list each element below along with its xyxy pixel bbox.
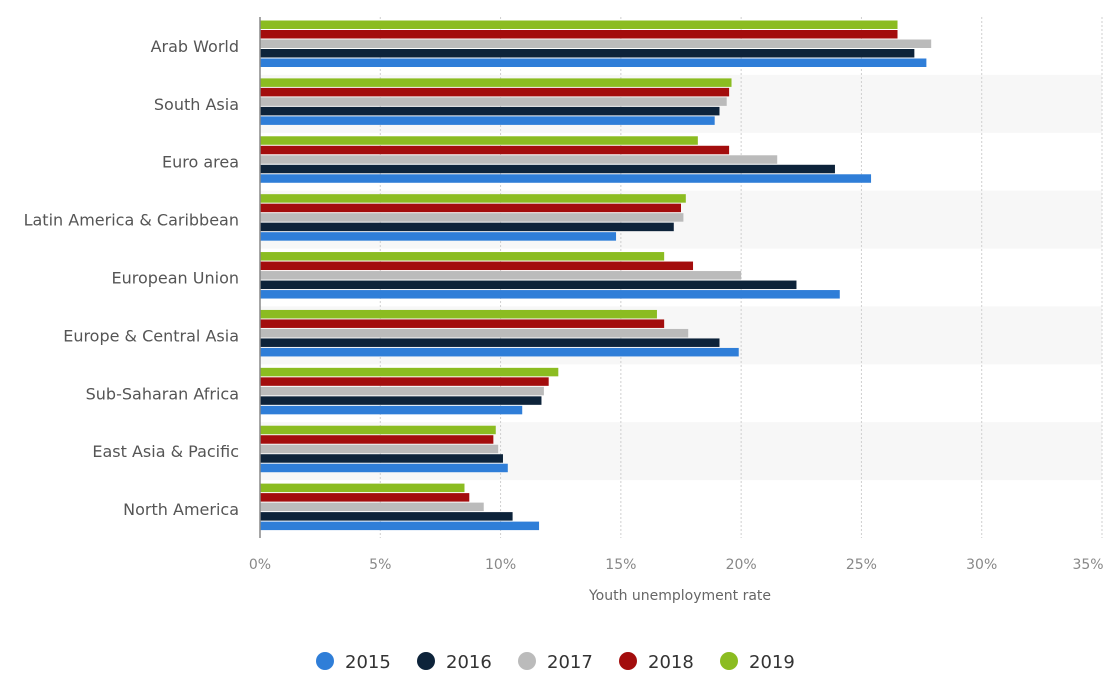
bar-2016[interactable] bbox=[260, 454, 503, 463]
legend-marker bbox=[316, 652, 334, 670]
bar-2016[interactable] bbox=[260, 106, 720, 116]
category-label: Euro area bbox=[162, 153, 239, 172]
bar-2017[interactable] bbox=[260, 328, 689, 338]
x-tick-label: 0% bbox=[249, 557, 271, 573]
legend-marker bbox=[518, 652, 536, 670]
legend-item-2016[interactable]: 2016 bbox=[417, 652, 492, 673]
x-tick-labels: 0% 5% 10% 15% 20% 25% 30% 35% bbox=[249, 557, 1104, 573]
bar-2018[interactable] bbox=[260, 377, 549, 386]
bar-2018[interactable] bbox=[260, 493, 470, 502]
bar-2019[interactable] bbox=[260, 367, 559, 377]
bar-2018[interactable] bbox=[260, 30, 898, 39]
bar-2017[interactable] bbox=[260, 213, 684, 222]
bar-2017[interactable] bbox=[260, 39, 932, 49]
bar-2017[interactable] bbox=[260, 155, 778, 164]
x-tick-label: 15% bbox=[605, 557, 636, 573]
bar-2019[interactable] bbox=[260, 136, 698, 145]
bar-2015[interactable] bbox=[260, 405, 523, 415]
legend-item-2019[interactable]: 2019 bbox=[720, 652, 795, 673]
bar-2016[interactable] bbox=[260, 280, 797, 290]
x-tick-label: 35% bbox=[1072, 557, 1103, 573]
bar-2016[interactable] bbox=[260, 396, 542, 405]
x-axis-title: Youth unemployment rate bbox=[588, 588, 771, 604]
bar-2019[interactable] bbox=[260, 252, 665, 261]
legend[interactable]: 2015 2016 2017 2018 2019 bbox=[316, 652, 795, 673]
x-tick-label: 10% bbox=[485, 557, 516, 573]
legend-label: 2019 bbox=[749, 652, 795, 673]
legend-marker bbox=[619, 652, 637, 670]
legend-label: 2017 bbox=[547, 652, 593, 673]
category-label: Arab World bbox=[151, 37, 239, 56]
bar-2015[interactable] bbox=[260, 116, 715, 125]
bar-2017[interactable] bbox=[260, 97, 727, 106]
legend-marker bbox=[417, 652, 435, 670]
bar-2019[interactable] bbox=[260, 194, 686, 203]
bar-2016[interactable] bbox=[260, 49, 915, 58]
category-label: European Union bbox=[111, 269, 239, 288]
bar-2018[interactable] bbox=[260, 319, 665, 328]
bar-2018[interactable] bbox=[260, 145, 730, 155]
bar-2018[interactable] bbox=[260, 435, 494, 444]
bar-2016[interactable] bbox=[260, 222, 674, 232]
bar-2015[interactable] bbox=[260, 521, 540, 531]
legend-label: 2018 bbox=[648, 652, 694, 673]
bar-2015[interactable] bbox=[260, 58, 927, 68]
bar-2017[interactable] bbox=[260, 502, 484, 512]
bar-2015[interactable] bbox=[260, 347, 739, 357]
bar-2019[interactable] bbox=[260, 483, 465, 493]
category-label: Latin America & Caribbean bbox=[24, 211, 239, 230]
bar-2019[interactable] bbox=[260, 20, 898, 30]
bar-2016[interactable] bbox=[260, 512, 513, 521]
x-tick-label: 5% bbox=[369, 557, 391, 573]
legend-item-2015[interactable]: 2015 bbox=[316, 652, 391, 673]
category-label: Europe & Central Asia bbox=[63, 326, 239, 345]
bar-2017[interactable] bbox=[260, 271, 742, 280]
bar-2018[interactable] bbox=[260, 261, 694, 271]
x-tick-label: 30% bbox=[966, 557, 997, 573]
legend-label: 2016 bbox=[446, 652, 492, 673]
category-label: North America bbox=[123, 500, 239, 519]
bar-2015[interactable] bbox=[260, 290, 840, 299]
bar-2018[interactable] bbox=[260, 87, 730, 97]
category-label: South Asia bbox=[154, 95, 239, 114]
x-tick-label: 25% bbox=[846, 557, 877, 573]
legend-label: 2015 bbox=[345, 652, 391, 673]
bar-2015[interactable] bbox=[260, 232, 617, 241]
bars bbox=[260, 20, 932, 531]
legend-item-2017[interactable]: 2017 bbox=[518, 652, 593, 673]
category-label: Sub-Saharan Africa bbox=[86, 384, 239, 403]
bar-2015[interactable] bbox=[260, 174, 872, 183]
bar-2015[interactable] bbox=[260, 463, 508, 473]
bar-2018[interactable] bbox=[260, 203, 681, 213]
bar-2017[interactable] bbox=[260, 386, 544, 396]
legend-item-2018[interactable]: 2018 bbox=[619, 652, 694, 673]
category-label: East Asia & Pacific bbox=[92, 442, 239, 461]
bar-2019[interactable] bbox=[260, 78, 732, 87]
x-tick-label: 20% bbox=[726, 557, 757, 573]
bar-2019[interactable] bbox=[260, 309, 657, 319]
bar-2016[interactable] bbox=[260, 164, 835, 174]
category-labels: Arab World South Asia Euro area Latin Ameri… bbox=[24, 37, 239, 519]
bar-2019[interactable] bbox=[260, 425, 496, 435]
bar-2017[interactable] bbox=[260, 444, 499, 454]
legend-marker bbox=[720, 652, 738, 670]
bar-2016[interactable] bbox=[260, 338, 720, 347]
